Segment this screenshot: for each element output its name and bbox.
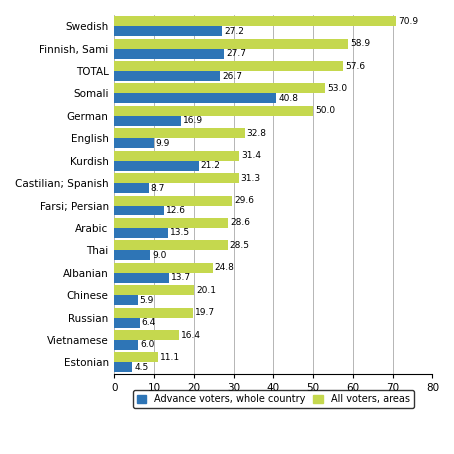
Bar	[114, 362, 132, 372]
Bar	[114, 273, 169, 283]
Text: 4.5: 4.5	[134, 363, 148, 372]
Bar	[114, 218, 228, 228]
Bar	[114, 183, 149, 193]
Bar	[114, 330, 179, 340]
Legend: Advance voters, whole country, All voters, areas: Advance voters, whole country, All voter…	[133, 390, 414, 408]
Bar	[114, 61, 343, 71]
Text: 29.6: 29.6	[234, 196, 254, 205]
Text: 20.1: 20.1	[196, 286, 216, 295]
Text: 5.9: 5.9	[140, 296, 154, 305]
Text: 26.7: 26.7	[222, 72, 242, 80]
Bar	[114, 206, 164, 216]
Text: 9.9: 9.9	[156, 139, 170, 148]
Text: 70.9: 70.9	[398, 17, 418, 26]
Text: 12.6: 12.6	[166, 206, 186, 215]
Bar	[114, 71, 220, 81]
Bar	[114, 240, 227, 250]
Bar	[114, 340, 138, 350]
Bar	[114, 94, 276, 104]
Bar	[114, 161, 198, 171]
Bar	[114, 49, 224, 59]
Text: 27.7: 27.7	[227, 49, 247, 58]
Bar	[114, 173, 239, 183]
Bar	[114, 151, 239, 161]
Bar	[114, 84, 325, 94]
Bar	[114, 26, 222, 36]
Text: 50.0: 50.0	[315, 106, 335, 115]
Bar	[114, 138, 153, 148]
Text: 53.0: 53.0	[327, 84, 347, 93]
Bar	[114, 352, 158, 362]
Bar	[114, 116, 182, 126]
Text: 6.4: 6.4	[142, 318, 156, 327]
Text: 21.2: 21.2	[201, 161, 220, 170]
Text: 19.7: 19.7	[195, 308, 215, 317]
Bar	[114, 106, 313, 116]
Bar	[114, 285, 194, 295]
Text: 9.0: 9.0	[152, 251, 166, 260]
Text: 24.8: 24.8	[215, 263, 235, 272]
Text: 13.7: 13.7	[171, 273, 191, 282]
Text: 40.8: 40.8	[278, 94, 298, 103]
Bar	[114, 128, 245, 138]
Text: 32.8: 32.8	[247, 129, 266, 138]
Text: 31.3: 31.3	[241, 173, 261, 183]
Bar	[114, 263, 213, 273]
Bar	[114, 196, 232, 206]
Text: 57.6: 57.6	[345, 62, 365, 70]
Bar	[114, 250, 150, 260]
Bar	[114, 16, 396, 26]
Bar	[114, 295, 138, 305]
Text: 13.5: 13.5	[170, 228, 190, 237]
Text: 8.7: 8.7	[151, 183, 165, 192]
Text: 58.9: 58.9	[350, 39, 370, 48]
Text: 16.4: 16.4	[182, 331, 202, 340]
Text: 28.5: 28.5	[230, 241, 250, 250]
Bar	[114, 39, 349, 49]
Text: 16.9: 16.9	[183, 116, 203, 125]
Bar	[114, 228, 168, 238]
Text: 28.6: 28.6	[230, 218, 250, 227]
Text: 31.4: 31.4	[241, 151, 261, 160]
Text: 27.2: 27.2	[224, 27, 244, 36]
Bar	[114, 318, 140, 327]
Text: 11.1: 11.1	[160, 353, 180, 362]
Text: 6.0: 6.0	[140, 340, 154, 350]
Bar	[114, 308, 192, 318]
